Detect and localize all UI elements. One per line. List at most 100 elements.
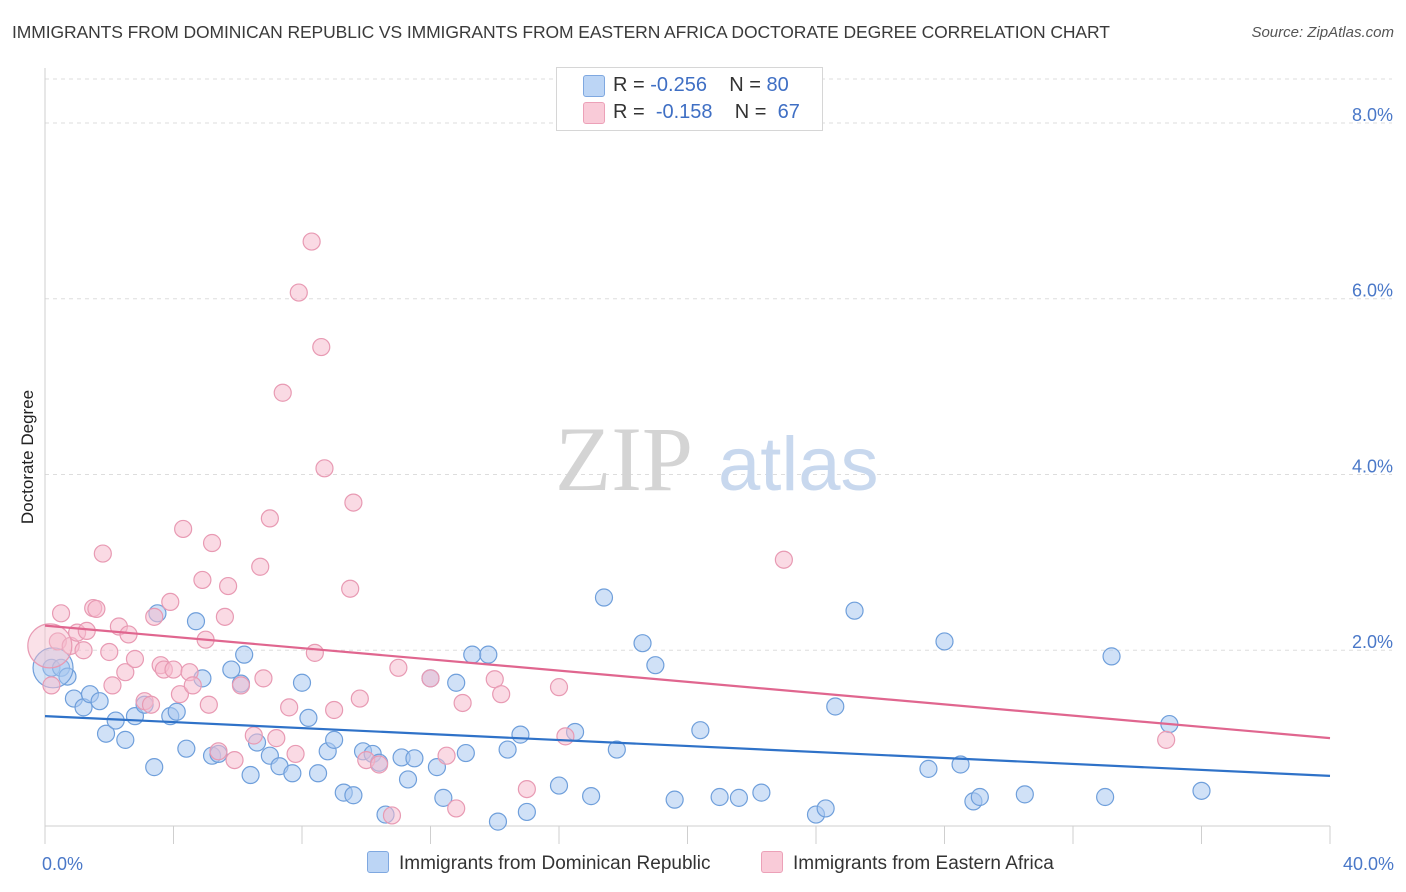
data-point	[183, 676, 202, 695]
data-point	[125, 649, 145, 669]
data-point	[511, 725, 530, 744]
data-point	[254, 669, 273, 688]
data-point	[456, 743, 475, 763]
y-tick-label: 8.0%	[1352, 105, 1393, 125]
data-point	[344, 493, 363, 512]
trend-line-blue	[44, 715, 1331, 778]
watermark-atlas: atlas	[718, 422, 879, 507]
watermark: ZIP atlas	[555, 408, 879, 510]
data-point	[479, 645, 498, 664]
data-point	[273, 383, 292, 402]
data-point	[774, 550, 793, 569]
data-point	[935, 632, 954, 651]
data-point	[463, 645, 482, 664]
data-point	[447, 673, 466, 692]
data-point	[225, 750, 244, 770]
data-point	[556, 727, 575, 746]
data-point	[283, 764, 302, 783]
data-point	[116, 663, 135, 682]
legend-r-value-blue: -0.256	[650, 74, 707, 96]
legend-r-value-pink: -0.158	[655, 101, 713, 123]
axes	[44, 68, 1331, 844]
data-point	[405, 749, 424, 768]
data-point	[267, 729, 286, 748]
bottom-legend-swatch-pink	[761, 851, 783, 873]
data-point	[437, 746, 456, 765]
data-point	[164, 660, 183, 679]
data-point	[607, 740, 626, 759]
trend-line-pink	[44, 624, 1331, 740]
data-point	[344, 786, 363, 805]
data-point	[90, 692, 109, 711]
data-point	[27, 623, 73, 669]
y-tick-label: 4.0%	[1352, 456, 1393, 476]
bottom-legend-pink: Immigrants from Eastern Africa	[761, 851, 1054, 875]
data-point	[498, 740, 517, 759]
source-credit: Source: ZipAtlas.com	[1251, 24, 1394, 41]
data-point	[308, 764, 328, 783]
data-point	[370, 755, 389, 774]
bottom-legend-blue: Immigrants from Dominican Republic	[367, 851, 711, 875]
data-point	[1102, 647, 1121, 666]
data-point	[1096, 787, 1115, 807]
data-point	[141, 695, 161, 714]
data-point	[970, 787, 989, 807]
data-point	[170, 685, 190, 704]
data-point	[315, 459, 334, 478]
data-point	[752, 783, 771, 802]
data-point	[826, 697, 845, 716]
x-tick-label-min: 0.0%	[42, 854, 83, 874]
data-point	[299, 708, 318, 728]
data-point	[74, 641, 93, 660]
data-point	[103, 676, 122, 695]
legend-r-label: R =	[613, 101, 645, 123]
data-point	[1157, 730, 1176, 749]
data-point	[305, 643, 324, 662]
data-point	[96, 724, 116, 743]
y-tick-label: 2.0%	[1352, 632, 1393, 652]
data-point	[845, 601, 864, 620]
data-point	[186, 612, 206, 631]
data-point	[235, 645, 254, 664]
series-dominican-republic	[32, 588, 1211, 831]
legend-n-label: N =	[729, 74, 761, 96]
y-axis-label: Doctorate Degree	[18, 389, 37, 525]
data-point	[1015, 785, 1034, 804]
data-point	[87, 599, 106, 619]
data-point	[816, 799, 835, 818]
data-point	[382, 806, 402, 825]
correlation-legend: R = -0.256 N = 80 R = -0.158 N = 67	[556, 67, 823, 131]
data-point	[231, 676, 251, 695]
data-point	[421, 669, 440, 688]
data-point	[582, 787, 601, 806]
data-point	[260, 509, 279, 528]
data-point	[398, 770, 418, 789]
data-point	[219, 576, 238, 596]
data-point	[594, 588, 614, 607]
data-point	[241, 765, 260, 785]
data-point	[350, 689, 369, 708]
data-point	[488, 812, 508, 831]
legend-n-value-blue: 80	[766, 74, 789, 96]
bottom-legend-label-pink: Immigrants from Eastern Africa	[793, 853, 1054, 874]
data-point	[93, 544, 112, 563]
y-tick-label: 6.0%	[1352, 281, 1393, 301]
data-point	[325, 730, 344, 749]
data-point	[951, 755, 970, 774]
data-point	[646, 656, 665, 675]
data-point	[174, 519, 193, 539]
data-point	[549, 678, 569, 697]
data-point	[161, 592, 180, 612]
data-point	[42, 676, 61, 695]
data-point	[517, 779, 536, 799]
data-point	[251, 557, 270, 576]
data-point	[447, 799, 466, 818]
data-point	[453, 693, 472, 713]
legend-n-label: N =	[734, 101, 767, 123]
data-point	[312, 337, 331, 357]
legend-r-label: R =	[613, 74, 645, 96]
data-point	[289, 283, 308, 302]
bottom-legend-label-blue: Immigrants from Dominican Republic	[399, 853, 711, 874]
trend-lines	[44, 624, 1331, 778]
data-point	[222, 660, 241, 679]
